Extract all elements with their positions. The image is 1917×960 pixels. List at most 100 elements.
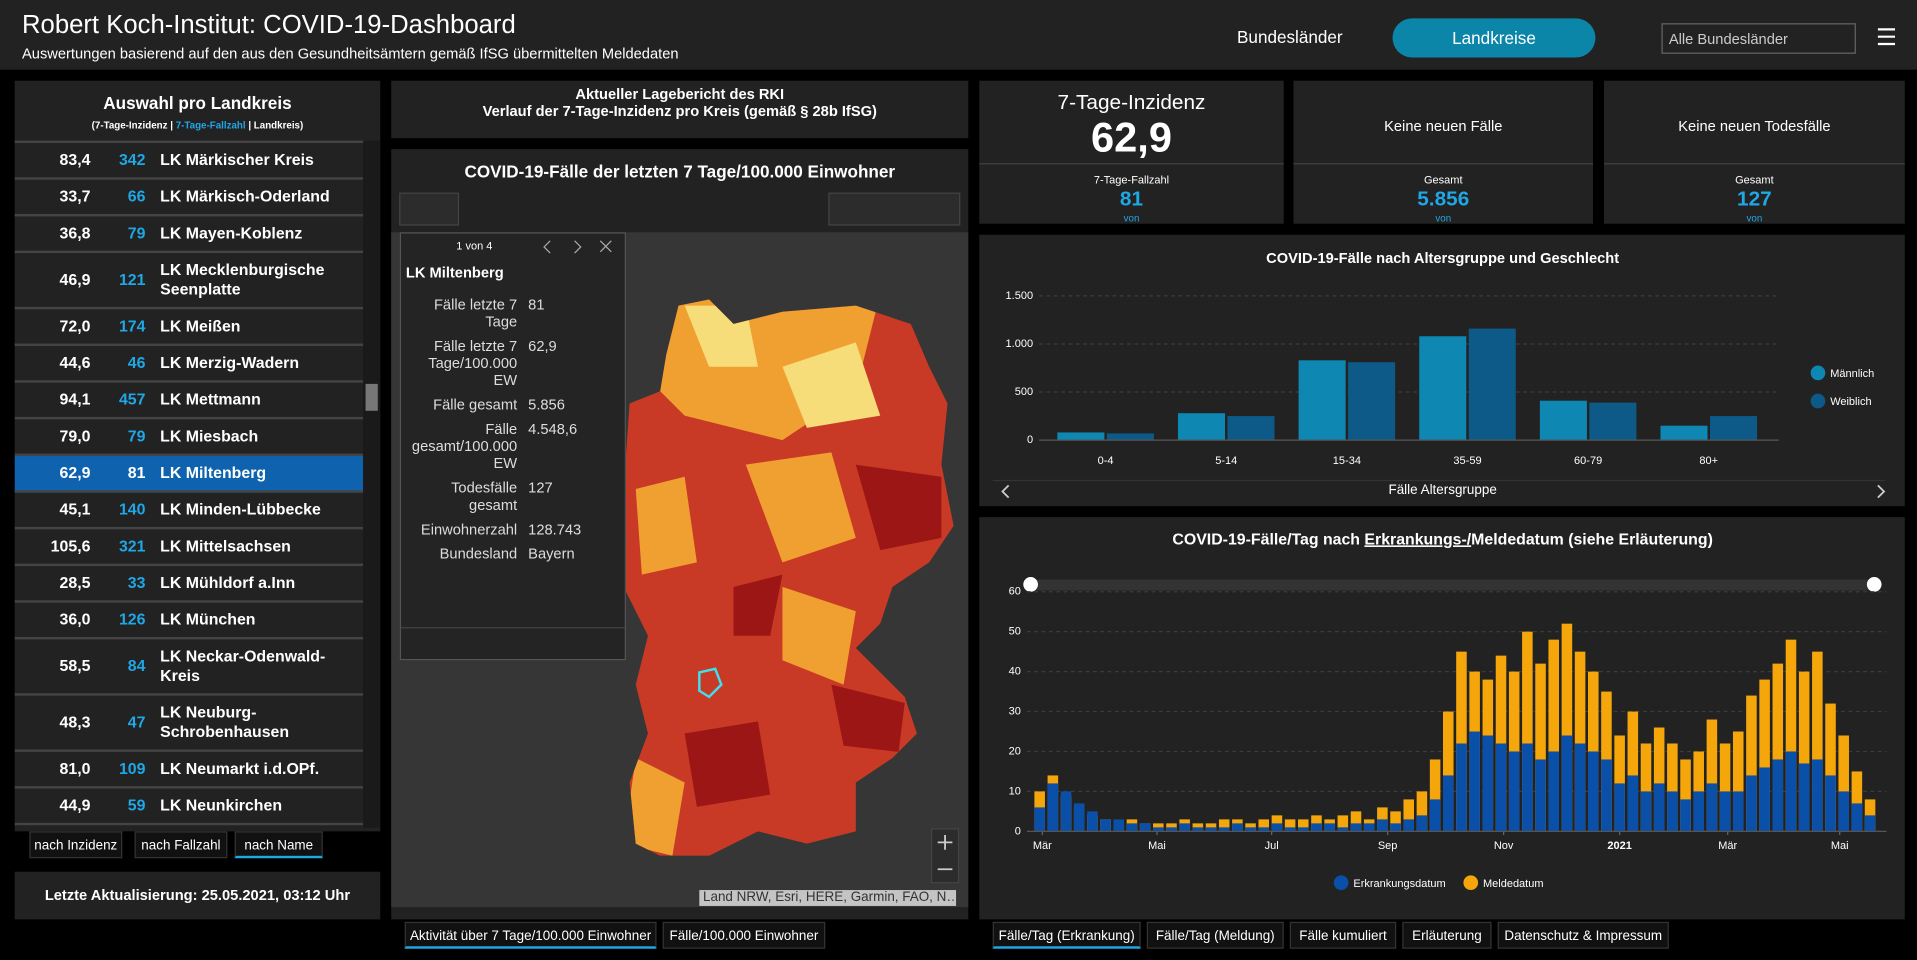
- sort-button[interactable]: nach Inzidenz: [29, 831, 123, 859]
- bar: [1851, 803, 1863, 832]
- bottom-tab[interactable]: Fälle kumuliert: [1289, 921, 1397, 949]
- popup-name: LK Miltenberg: [405, 264, 504, 282]
- list-row[interactable]: 44,6 46 LK Merzig-Wadern: [14, 346, 364, 383]
- map-toolbar[interactable]: [828, 192, 961, 226]
- incidence: 105,6: [50, 536, 91, 556]
- list-row[interactable]: 81,0 109 LK Neumarkt i.d.OPf.: [14, 752, 364, 789]
- nav-tab-active[interactable]: Landkreise: [1392, 18, 1596, 58]
- list-row[interactable]: 28,5 33 LK Mühldorf a.Inn: [14, 566, 364, 603]
- range-slider[interactable]: [1033, 579, 1877, 591]
- bar: [1798, 763, 1810, 832]
- sort-button[interactable]: nach Fallzahl: [134, 831, 228, 859]
- bottom-tab[interactable]: Erläuterung: [1402, 921, 1492, 949]
- selected-region[interactable]: [698, 667, 723, 699]
- case-count: 174: [118, 316, 146, 335]
- list-row[interactable]: 62,9 81 LK Miltenberg: [14, 456, 364, 493]
- bar: [1709, 416, 1758, 441]
- bar: [1087, 811, 1098, 832]
- menu-icon[interactable]: [1877, 28, 1895, 46]
- bottom-tab[interactable]: Fälle/Tag (Erkrankung): [992, 921, 1141, 949]
- title: Robert Koch-Institut: COVID-19-Dashboard: [22, 11, 516, 40]
- scrollbar[interactable]: [363, 140, 381, 828]
- list-row[interactable]: 72,0 174 LK Meißen: [14, 309, 364, 346]
- incidence: 45,1: [59, 500, 91, 519]
- x-tick-label: Mär: [1033, 840, 1052, 852]
- bar: [1772, 759, 1784, 832]
- legend-marker[interactable]: [1810, 393, 1826, 409]
- field-value: 128.743: [528, 520, 582, 538]
- kpi-sub-note: von: [1435, 212, 1452, 224]
- bar: [1403, 819, 1415, 832]
- slider-handle[interactable]: [1866, 577, 1882, 592]
- field-value: 127: [528, 479, 553, 497]
- bar: [1495, 655, 1507, 832]
- district-name: LK Mayen-Koblenz: [160, 223, 303, 243]
- list-row[interactable]: 44,9 59 LK Neunkirchen: [14, 789, 364, 826]
- list-row[interactable]: 105,6 321 LK Mittelsachsen: [14, 529, 364, 567]
- district-name: LK Märkischer Kreis: [160, 150, 314, 169]
- legend-marker[interactable]: [1333, 875, 1349, 891]
- bar: [1348, 362, 1396, 441]
- nav-tab[interactable]: Bundesländer: [1237, 26, 1343, 47]
- bar: [1746, 775, 1757, 832]
- legend-label[interactable]: Erkrankungsdatum: [1353, 878, 1445, 890]
- bar: [1057, 432, 1105, 441]
- sort-button[interactable]: nach Name: [234, 831, 323, 859]
- legend-marker[interactable]: [1810, 365, 1826, 381]
- district-name: LK Neckar-Odenwald-Kreis: [160, 646, 326, 685]
- field-value: 62,9: [528, 337, 557, 355]
- list-row[interactable]: 36,0 126 LK München: [14, 603, 364, 640]
- legend-label[interactable]: Weiblich: [1830, 396, 1871, 408]
- bar: [1680, 759, 1691, 832]
- list-row[interactable]: 48,3 47 LK Neuburg-Schrobenhausen: [14, 696, 364, 752]
- x-tick-label: 5-14: [1215, 455, 1237, 467]
- legend-label[interactable]: Männlich: [1830, 368, 1874, 380]
- bar: [1587, 671, 1599, 832]
- report-line[interactable]: Aktueller Lagebericht des RKI: [575, 85, 785, 103]
- bar: [1627, 775, 1639, 832]
- map-tab[interactable]: Fälle/100.000 Einwohner: [662, 921, 826, 949]
- x-tick-label: 2021: [1607, 840, 1631, 852]
- list-row[interactable]: 36,8 79 LK Mayen-Koblenz: [14, 216, 364, 254]
- title-part[interactable]: Erkrankungs-/: [1364, 532, 1471, 549]
- popup-controls[interactable]: [535, 238, 621, 255]
- legend-marker[interactable]: [1463, 875, 1479, 891]
- scroll-thumb[interactable]: [365, 383, 378, 411]
- kpi-sub-value: 81: [1119, 187, 1144, 211]
- list-row[interactable]: 79,0 79 LK Miesbach: [14, 419, 364, 457]
- bar: [1298, 819, 1309, 832]
- list-row[interactable]: 94,1 457 LK Mettmann: [14, 383, 364, 420]
- scroll-arrows[interactable]: [1001, 484, 1886, 499]
- list-row[interactable]: 58,5 84 LK Neckar-Odenwald-Kreis: [14, 639, 364, 696]
- bottom-tab[interactable]: Fälle/Tag (Meldung): [1146, 921, 1284, 949]
- x-tick-label: 80+: [1699, 455, 1718, 467]
- list-row[interactable]: 83,4 342 LK Märkischer Kreis: [14, 143, 364, 180]
- slider-handle[interactable]: [1023, 577, 1038, 592]
- list-row[interactable]: 46,9 121 LK Mecklenburgische Seenplatte: [14, 253, 364, 310]
- map-tool[interactable]: [399, 192, 460, 226]
- kpi-panel: [1293, 80, 1594, 224]
- bar: [1667, 743, 1678, 832]
- report-line[interactable]: Verlauf der 7-Tage-Inzidenz pro Kreis (g…: [482, 102, 877, 120]
- bar: [1864, 799, 1876, 832]
- map-tab[interactable]: Aktivität über 7 Tage/100.000 Einwohner: [404, 921, 657, 949]
- list-row[interactable]: 45,1 140 LK Minden-Lübbecke: [14, 493, 364, 530]
- list-row[interactable]: 33,7 66 LK Märkisch-Oderland: [14, 180, 364, 217]
- field-label: Fälle letzte 7 Tage: [433, 295, 518, 331]
- region-select[interactable]: Alle Bundesländer: [1661, 23, 1856, 54]
- kpi-title: Keine neuen Fälle: [1384, 117, 1503, 135]
- y-tick-label: 60: [1009, 586, 1021, 598]
- legend-label[interactable]: Meldedatum: [1483, 878, 1544, 890]
- kpi-panel: [979, 80, 1284, 224]
- bar: [1561, 735, 1573, 832]
- bottom-tab[interactable]: Datenschutz & Impressum: [1497, 921, 1669, 949]
- popup-icons[interactable]: [543, 240, 612, 254]
- bar: [1416, 815, 1428, 832]
- incidence: 33,7: [59, 187, 91, 206]
- district-name: LK Miltenberg: [160, 463, 267, 482]
- bar: [1667, 791, 1678, 832]
- kpi-value: 62,9: [1091, 114, 1172, 162]
- zoom-icons[interactable]: [937, 835, 953, 871]
- bar: [1429, 759, 1441, 832]
